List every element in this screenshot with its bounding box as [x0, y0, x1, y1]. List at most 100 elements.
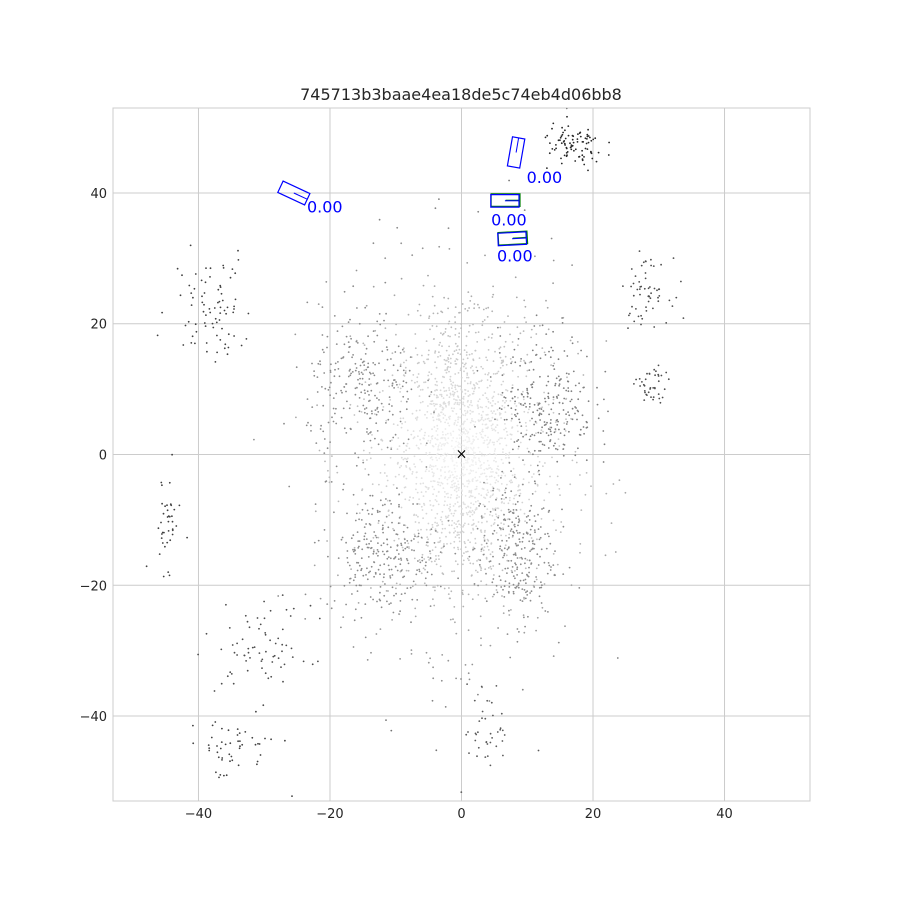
lidar-point: [555, 529, 557, 532]
lidar-point: [383, 573, 385, 575]
lidar-point: [433, 405, 436, 407]
lidar-point: [361, 383, 363, 386]
lidar-point: [350, 568, 352, 570]
lidar-point: [460, 524, 462, 526]
lidar-point: [490, 542, 493, 544]
lidar-point: [425, 651, 428, 654]
lidar-point: [464, 308, 467, 310]
lidar-point: [357, 602, 360, 604]
lidar-point: [557, 394, 560, 396]
lidar-point: [484, 568, 487, 571]
lidar-point: [395, 592, 397, 595]
lidar-point: [371, 434, 373, 436]
lidar-point: [380, 491, 383, 494]
lidar-point: [433, 488, 436, 491]
lidar-point: [486, 439, 488, 441]
lidar-point: [503, 596, 506, 598]
lidar-point: [401, 385, 404, 388]
lidar-point: [503, 523, 505, 526]
lidar-point: [441, 406, 444, 409]
lidar-point: [501, 494, 504, 496]
lidar-point: [374, 394, 376, 397]
lidar-point: [352, 548, 354, 551]
lidar-point: [498, 527, 501, 529]
lidar-point: [471, 460, 474, 463]
lidar-point: [423, 362, 426, 365]
lidar-point: [422, 495, 425, 497]
lidar-point: [219, 306, 222, 309]
lidar-point: [571, 336, 573, 338]
lidar-point: [200, 279, 203, 282]
lidar-point: [457, 487, 459, 489]
lidar-point: [566, 355, 569, 357]
lidar-point: [421, 559, 424, 562]
lidar-point: [385, 312, 387, 315]
lidar-point: [319, 363, 322, 366]
lidar-point: [335, 422, 338, 425]
lidar-point: [374, 329, 377, 332]
lidar-point: [444, 328, 447, 330]
lidar-point: [425, 452, 428, 454]
lidar-point: [461, 362, 464, 364]
lidar-point: [451, 460, 454, 463]
lidar-point: [446, 432, 449, 435]
lidar-point: [616, 657, 619, 659]
lidar-point: [484, 254, 486, 257]
lidar-point: [430, 413, 432, 415]
lidar-point: [481, 710, 484, 713]
lidar-point: [280, 666, 282, 668]
lidar-point: [535, 333, 538, 335]
lidar-point: [291, 795, 293, 797]
lidar-point: [455, 413, 458, 415]
lidar-point: [372, 598, 374, 601]
lidar-point: [491, 581, 494, 584]
lidar-point: [314, 510, 317, 513]
lidar-point: [453, 512, 456, 515]
lidar-point: [405, 381, 408, 384]
lidar-point: [382, 542, 385, 545]
lidar-point: [466, 461, 469, 464]
lidar-point: [217, 288, 220, 291]
lidar-point: [348, 581, 351, 584]
lidar-point: [507, 453, 510, 456]
lidar-point: [535, 314, 538, 317]
lidar-point: [654, 374, 656, 377]
lidar-point: [350, 537, 353, 540]
lidar-point: [334, 412, 336, 415]
lidar-point: [437, 483, 440, 486]
lidar-point: [400, 465, 403, 467]
lidar-point: [517, 430, 519, 433]
lidar-point: [430, 480, 432, 483]
lidar-point: [475, 366, 478, 369]
lidar-point: [511, 427, 513, 429]
lidar-point: [470, 532, 473, 534]
lidar-point: [412, 374, 415, 376]
lidar-point: [463, 420, 466, 423]
lidar-point: [443, 543, 445, 545]
lidar-point: [411, 585, 414, 588]
lidar-point: [443, 477, 446, 479]
lidar-point: [503, 321, 506, 323]
lidar-point: [551, 148, 554, 150]
lidar-point: [277, 595, 280, 597]
lidar-point: [383, 563, 386, 566]
lidar-point: [418, 303, 421, 306]
lidar-point: [445, 371, 448, 374]
lidar-point: [483, 540, 486, 542]
lidar-point: [446, 394, 448, 397]
lidar-point: [356, 342, 359, 344]
lidar-point: [385, 498, 387, 500]
prediction-box-heading: [515, 137, 520, 153]
lidar-point: [389, 575, 391, 577]
lidar-point: [477, 584, 479, 587]
chart-title: 745713b3baae4ea18de5c74eb4d06bb8: [300, 85, 622, 104]
lidar-point: [427, 353, 430, 356]
lidar-point: [397, 537, 400, 540]
lidar-point: [523, 589, 526, 591]
lidar-point: [495, 685, 498, 687]
lidar-point: [475, 432, 478, 435]
lidar-point: [365, 543, 368, 546]
lidar-point: [399, 583, 401, 586]
lidar-point: [479, 460, 481, 463]
lidar-point: [442, 487, 445, 489]
